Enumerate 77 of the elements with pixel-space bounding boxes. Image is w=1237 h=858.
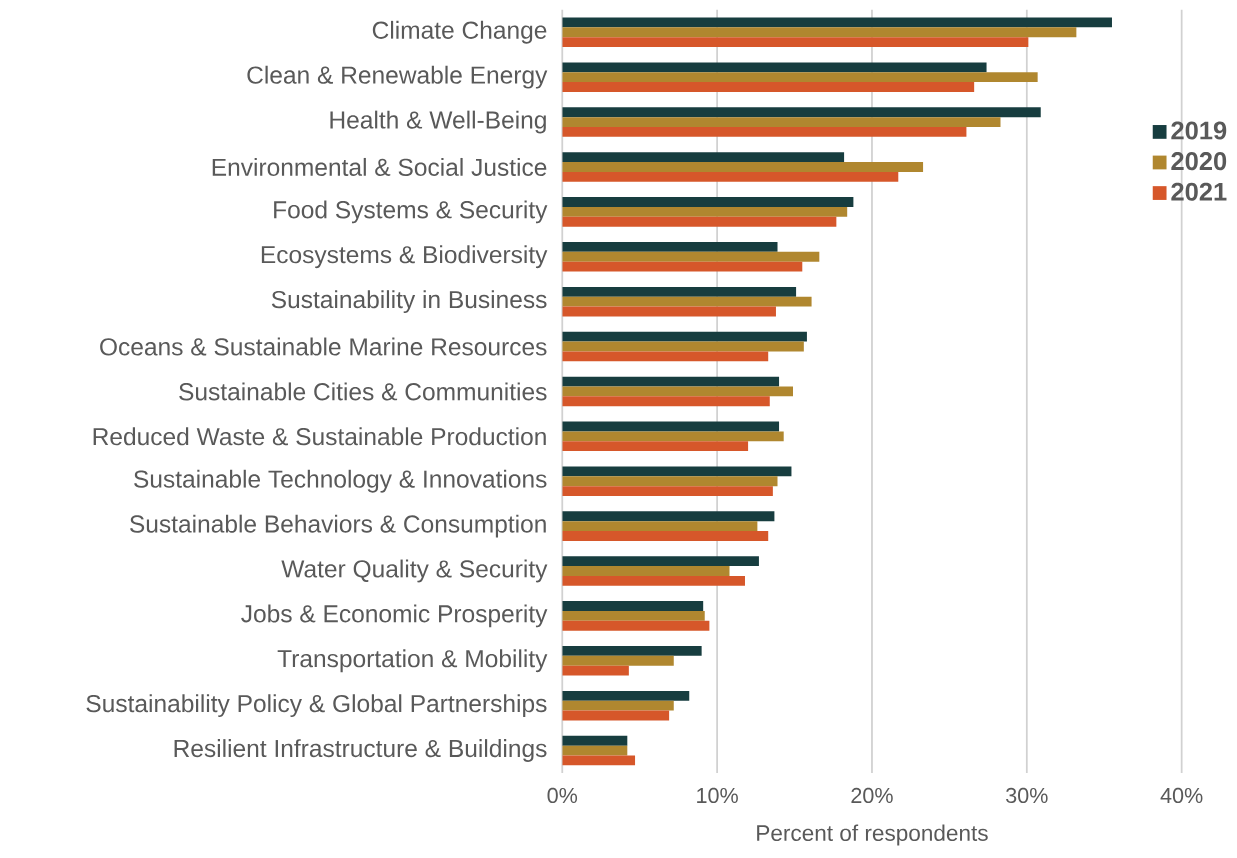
y-tick-label: Oceans & Sustainable Marine Resources [100, 337, 547, 356]
bar [562, 127, 967, 138]
bar [562, 197, 854, 208]
bar [562, 556, 759, 567]
x-tick-label: 40% [1160, 788, 1203, 804]
bar [562, 601, 704, 612]
bar [562, 207, 848, 217]
bar [562, 486, 773, 497]
bar [562, 421, 780, 432]
bar [562, 620, 710, 631]
bar [562, 396, 770, 407]
bar [562, 242, 778, 252]
bar [562, 576, 745, 586]
x-axis-title: Percent of respondents [757, 824, 988, 846]
y-tick-label: Environmental & Social Justice [212, 158, 547, 177]
bar [562, 287, 797, 297]
y-tick-label: Health & Well-Being [330, 110, 546, 134]
legend-label: 2019 [1171, 121, 1227, 140]
bar [562, 735, 628, 746]
bar [562, 62, 987, 73]
bar [562, 82, 975, 93]
legend-label: 2021 [1171, 182, 1227, 201]
bar [562, 27, 1077, 38]
bar [562, 17, 1112, 28]
bar [562, 531, 769, 542]
bar [562, 296, 812, 307]
y-tick-label: Clean & Renewable Energy [247, 65, 548, 89]
bar [562, 665, 629, 676]
y-tick-label: Sustainability Policy & Global Partnerships [86, 694, 547, 718]
y-tick-label: Climate Change [372, 21, 547, 44]
y-tick-label: Resilient Infrastructure & Buildings [174, 739, 547, 763]
bar [562, 331, 807, 342]
bar [562, 107, 1041, 118]
bar [562, 511, 775, 522]
bar [562, 466, 792, 477]
bar [562, 476, 778, 487]
x-tick-label: 20% [851, 788, 893, 804]
y-tick-label: Water Quality & Security [281, 559, 548, 583]
y-tick-label: Sustainable Behaviors & Consumption [130, 514, 546, 538]
bar [562, 710, 670, 721]
y-tick-label: Sustainability in Business [271, 290, 547, 314]
y-tick-label: Food Systems & Security [274, 200, 548, 224]
bar [562, 341, 804, 352]
bar [562, 172, 899, 182]
bar [562, 117, 1001, 128]
bar [562, 745, 628, 756]
bar [562, 691, 690, 701]
x-tick-label: 30% [1006, 788, 1048, 804]
y-tick-label: Transportation & Mobility [277, 649, 548, 673]
bar [562, 656, 674, 666]
bar [562, 306, 776, 317]
bar [562, 152, 845, 163]
bar [562, 611, 705, 621]
bar [562, 72, 1038, 83]
bar [562, 431, 784, 442]
bar [562, 216, 837, 227]
bar [562, 162, 924, 173]
bar [562, 755, 636, 766]
y-tick-label: Reduced Waste & Sustainable Production [93, 427, 546, 446]
bar [562, 37, 1029, 48]
x-tick-label: 10% [697, 788, 738, 804]
y-tick-label: Sustainable Cities & Communities [179, 382, 547, 401]
bar [562, 261, 803, 272]
bar [562, 376, 780, 387]
x-tick-label: 0% [547, 788, 578, 804]
bar [562, 566, 730, 577]
y-tick-label: Sustainable Technology & Innovations [134, 469, 547, 493]
bar [562, 386, 793, 397]
y-tick-label: Ecosystems & Biodiversity [261, 245, 548, 269]
bar [562, 700, 674, 711]
legend-label: 2020 [1171, 152, 1227, 171]
bar [562, 351, 769, 362]
bar [562, 646, 702, 657]
bar [562, 521, 758, 532]
bar [562, 251, 820, 262]
bar [562, 441, 749, 452]
y-tick-label: Jobs & Economic Prosperity [241, 604, 548, 628]
